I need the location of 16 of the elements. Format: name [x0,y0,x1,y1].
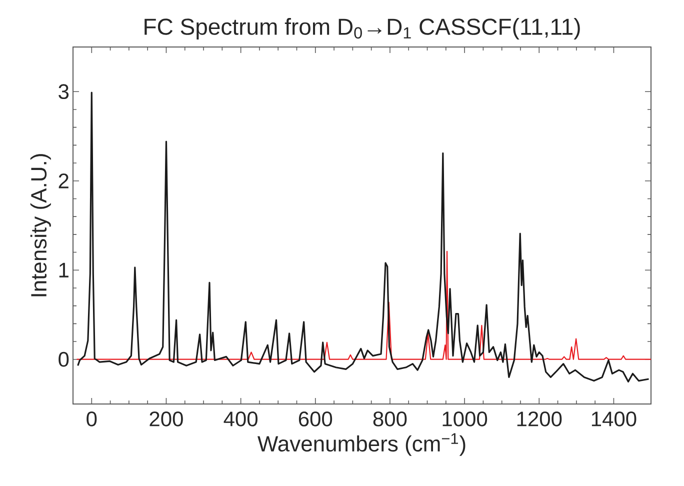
x-tick-label: 1400 [592,412,636,426]
x-tick-label: 1000 [442,412,488,426]
x-tick-label: 0 [86,412,97,426]
chart-title: FC Spectrum from D$_{0}$→D$_{1}$ CASSCF(11,11) [144,18,580,40]
x-tick-label: 800 [373,412,407,426]
y-tick-label: 3 [58,84,69,100]
x-tick-label: 1200 [517,412,562,426]
y-axis-title: Intensity (A.U.) [30,154,51,296]
x-tick-label: 200 [150,412,183,426]
x-axis-title: Wavenumbers (cm$^{−1}$) [258,433,466,456]
y-tick-label: 1 [59,262,68,278]
line-series [77,92,650,382]
y-tick-label: 2 [58,174,68,188]
x-tick-label: 400 [224,412,258,426]
x-tick-label: 600 [298,412,332,426]
y-tick-label: 0 [58,352,69,367]
